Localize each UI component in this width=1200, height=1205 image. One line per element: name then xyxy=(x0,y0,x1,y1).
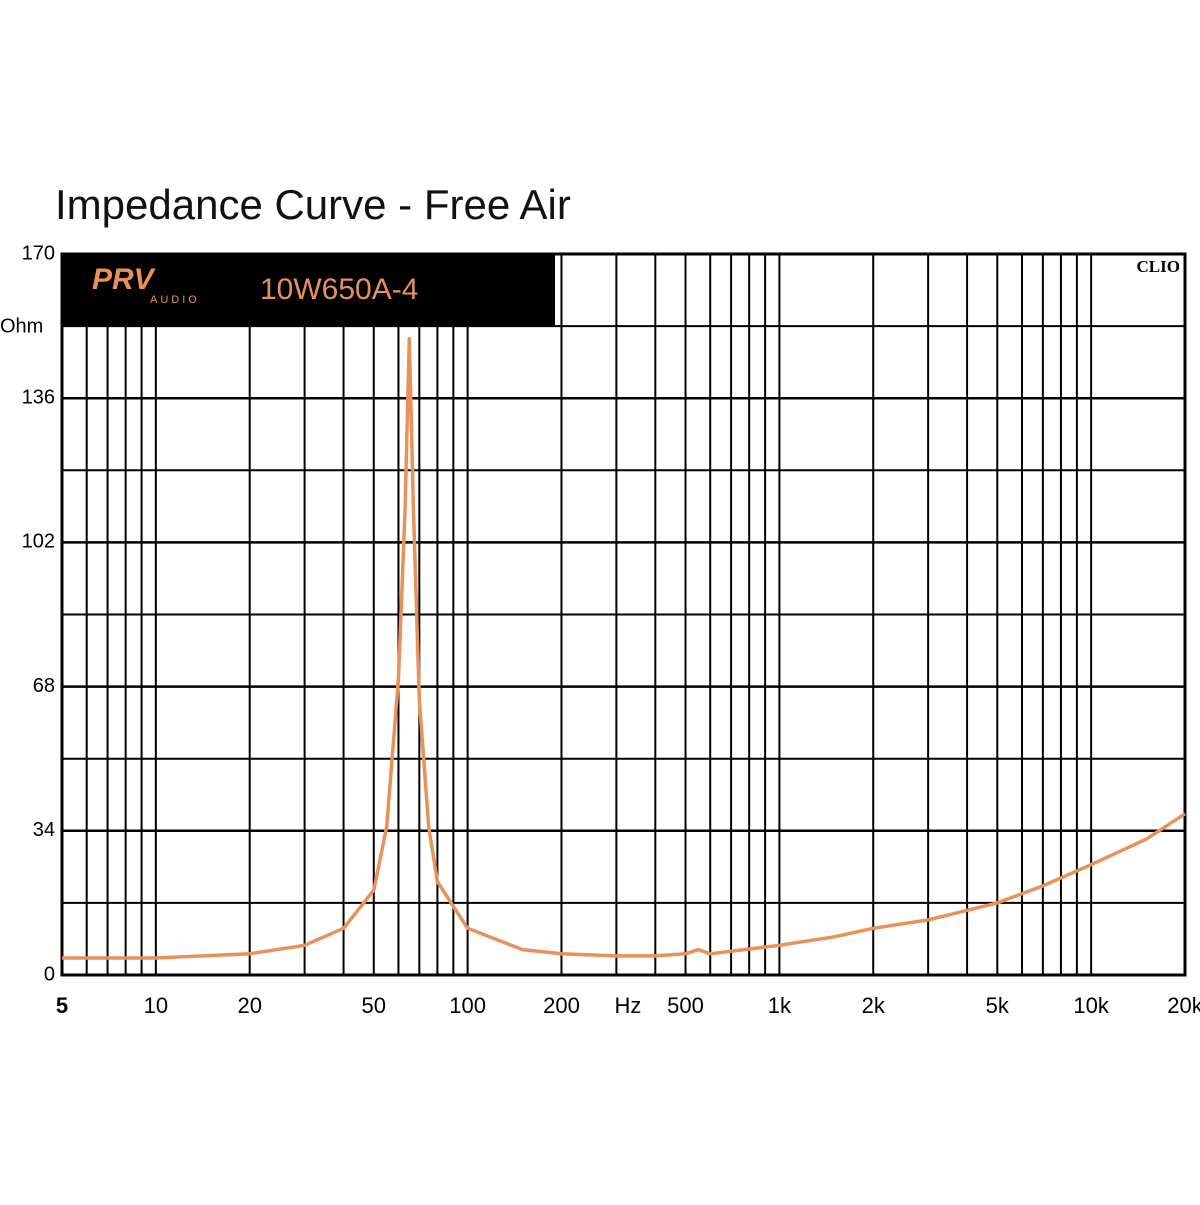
y-tick-label: 34 xyxy=(33,819,55,841)
y-tick-label: 102 xyxy=(22,531,55,553)
x-tick-label: 50 xyxy=(362,993,386,1018)
x-tick-label: 10k xyxy=(1073,993,1109,1018)
x-tick-label: 500 xyxy=(667,993,704,1018)
y-tick-label: 0 xyxy=(44,963,55,985)
x-tick-label: 5k xyxy=(986,993,1010,1018)
impedance-line xyxy=(62,337,1186,960)
chart-title: Impedance Curve - Free Air xyxy=(55,181,571,228)
plot-border xyxy=(60,252,1187,977)
x-tick-label: 100 xyxy=(449,993,486,1018)
y-tick-label: 170 xyxy=(22,242,55,264)
x-tick-label: 2k xyxy=(862,993,886,1018)
model: 10W650A-4 xyxy=(260,273,418,306)
x-tick-label: 20k xyxy=(1167,993,1200,1018)
y-axis-label: Ohm xyxy=(0,315,43,337)
software: CLIO xyxy=(1137,257,1180,276)
x-tick-label: 10 xyxy=(144,993,168,1018)
y-tick-label: 136 xyxy=(22,386,55,408)
header-box xyxy=(62,254,555,326)
x-tick-label: 20 xyxy=(237,993,261,1018)
x-tick-label: 5 xyxy=(56,993,68,1018)
x-tick-label: 1k xyxy=(768,993,792,1018)
brand: PRV xyxy=(92,263,157,296)
x-axis-label: Hz xyxy=(615,993,642,1018)
y-tick-label: 68 xyxy=(33,675,55,697)
brand-sub: AUDIO xyxy=(150,294,200,306)
x-tick-label: 200 xyxy=(543,993,580,1018)
